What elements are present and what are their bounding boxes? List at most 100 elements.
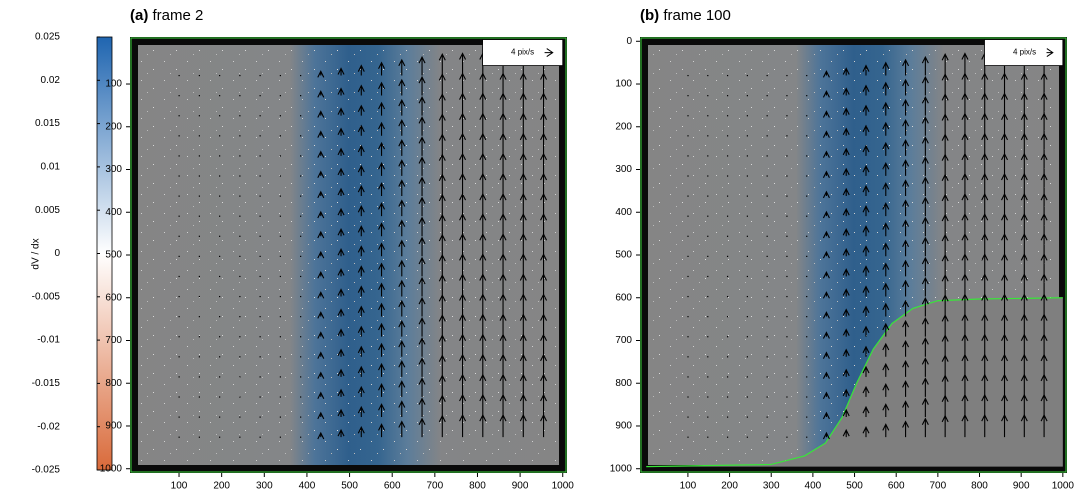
vector xyxy=(300,175,301,176)
vector xyxy=(199,356,200,357)
vector xyxy=(300,376,301,377)
vector xyxy=(239,276,240,277)
vector xyxy=(219,356,220,357)
panel-title: (a) frame 2 xyxy=(130,7,203,24)
vector xyxy=(806,316,807,317)
vector xyxy=(179,356,180,357)
vector xyxy=(300,316,301,317)
y-tick-label: 900 xyxy=(105,421,122,432)
vector xyxy=(727,356,728,357)
vector xyxy=(260,175,261,176)
vector xyxy=(199,175,200,176)
vector xyxy=(747,196,748,197)
vector xyxy=(687,296,688,297)
vector xyxy=(219,396,220,397)
vector xyxy=(280,196,281,197)
vector xyxy=(767,437,768,438)
vector xyxy=(260,437,261,438)
vector xyxy=(687,316,688,317)
vector xyxy=(806,296,807,297)
colorbar-tick-label: 0.005 xyxy=(35,205,60,216)
vector xyxy=(219,336,220,337)
vector xyxy=(727,95,728,96)
vector xyxy=(786,196,787,197)
vector xyxy=(727,376,728,377)
vector xyxy=(199,336,200,337)
y-tick-label: 1000 xyxy=(610,463,633,474)
vector xyxy=(300,155,301,156)
vector xyxy=(687,256,688,257)
vector xyxy=(806,376,807,377)
y-tick-label: 100 xyxy=(615,79,632,90)
vector xyxy=(747,396,748,397)
vector xyxy=(199,437,200,438)
y-tick-label: 800 xyxy=(615,378,632,389)
vector xyxy=(786,376,787,377)
vector xyxy=(239,95,240,96)
vector xyxy=(199,216,200,217)
vector xyxy=(767,196,768,197)
x-tick-label: 500 xyxy=(846,481,863,492)
vector xyxy=(219,316,220,317)
vector xyxy=(219,236,220,237)
vector xyxy=(707,75,708,76)
vector xyxy=(219,155,220,156)
x-tick-label: 400 xyxy=(805,481,822,492)
vector xyxy=(767,236,768,237)
vector xyxy=(727,175,728,176)
x-tick-label: 900 xyxy=(512,481,529,492)
vector xyxy=(727,216,728,217)
vector xyxy=(786,296,787,297)
x-tick-label: 700 xyxy=(930,481,947,492)
vector xyxy=(280,276,281,277)
vector xyxy=(786,396,787,397)
colorbar-tick-label: -0.025 xyxy=(32,465,61,476)
vector xyxy=(767,356,768,357)
colorbar-tick-label: -0.02 xyxy=(37,421,60,432)
y-tick-label: 0 xyxy=(626,36,632,47)
vector xyxy=(687,155,688,156)
colorbar-tick-label: 0.025 xyxy=(35,32,60,43)
vector xyxy=(786,417,787,418)
vector xyxy=(687,356,688,357)
vector xyxy=(179,135,180,136)
vector xyxy=(300,216,301,217)
vector xyxy=(747,155,748,156)
vector xyxy=(239,336,240,337)
vector xyxy=(806,216,807,217)
y-tick-label: 400 xyxy=(105,207,122,218)
vector xyxy=(239,115,240,116)
vector xyxy=(687,216,688,217)
vector xyxy=(687,175,688,176)
panel-title: (b) frame 100 xyxy=(640,7,731,24)
x-tick-label: 200 xyxy=(721,481,738,492)
vector xyxy=(280,396,281,397)
vector xyxy=(767,396,768,397)
colorbar-label: dV / dx xyxy=(31,238,42,269)
vector xyxy=(806,95,807,96)
vector xyxy=(179,115,180,116)
vector xyxy=(260,336,261,337)
vector xyxy=(179,236,180,237)
vector xyxy=(767,115,768,116)
vector xyxy=(219,296,220,297)
vector xyxy=(727,75,728,76)
vector xyxy=(280,256,281,257)
y-tick-label: 100 xyxy=(105,79,122,90)
vector xyxy=(219,256,220,257)
vector xyxy=(786,175,787,176)
vector xyxy=(707,316,708,317)
vector xyxy=(727,336,728,337)
vector xyxy=(707,376,708,377)
vector xyxy=(219,135,220,136)
vector xyxy=(179,196,180,197)
vector xyxy=(179,75,180,76)
vector xyxy=(300,336,301,337)
vector xyxy=(239,216,240,217)
colorbar-tick-label: -0.01 xyxy=(37,335,60,346)
x-tick-label: 800 xyxy=(971,481,988,492)
vector xyxy=(747,417,748,418)
vector xyxy=(199,417,200,418)
vector xyxy=(199,296,200,297)
vector xyxy=(239,256,240,257)
